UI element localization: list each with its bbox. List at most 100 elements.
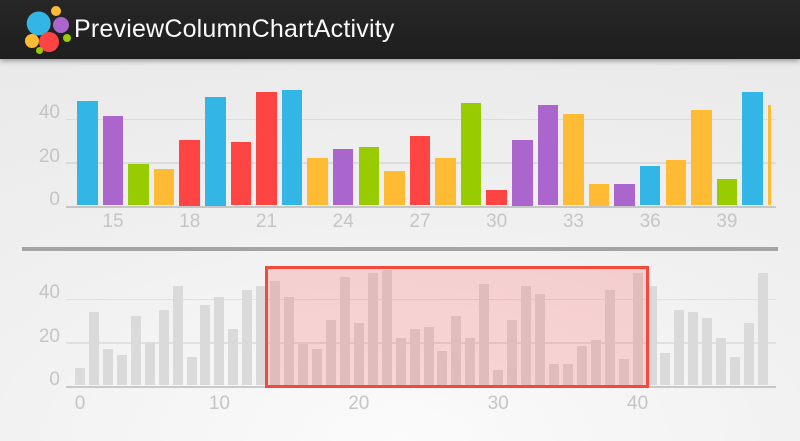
x-axis-label: 36 bbox=[639, 211, 661, 232]
x-axis-label: 15 bbox=[102, 211, 124, 232]
grid-line bbox=[66, 298, 776, 301]
column-bar[interactable] bbox=[486, 190, 507, 206]
preview-column-bar bbox=[75, 368, 85, 386]
x-axis-label: 30 bbox=[486, 211, 508, 232]
column-bar[interactable] bbox=[512, 140, 533, 206]
column-bar[interactable] bbox=[358, 146, 380, 206]
x-axis-label: 20 bbox=[348, 393, 370, 414]
column-bar[interactable] bbox=[716, 179, 738, 206]
preview-column-bar bbox=[646, 285, 657, 386]
preview-column-bar bbox=[632, 272, 643, 386]
preview-column-bar bbox=[451, 316, 462, 386]
preview-column-bar bbox=[479, 283, 490, 386]
x-axis-line bbox=[66, 205, 776, 208]
preview-column-bar bbox=[562, 363, 573, 386]
preview-column-bar bbox=[507, 320, 518, 386]
column-bar[interactable] bbox=[128, 164, 149, 206]
app-title: PreviewColumnChartActivity bbox=[74, 15, 395, 43]
column-bar[interactable] bbox=[332, 148, 354, 206]
preview-column-bar bbox=[674, 309, 685, 386]
preview-column-bar bbox=[339, 277, 350, 386]
preview-column-bar bbox=[493, 370, 504, 386]
x-axis-label: 27 bbox=[409, 211, 431, 232]
y-axis-label: 20 bbox=[38, 325, 60, 347]
preview-column-bar bbox=[270, 281, 281, 386]
column-bar[interactable] bbox=[153, 168, 175, 206]
preview-column-bar bbox=[116, 355, 127, 386]
x-axis-label: 21 bbox=[255, 211, 278, 232]
preview-column-bar bbox=[590, 339, 601, 386]
preview-column-bar bbox=[130, 316, 141, 386]
x-axis-label: 33 bbox=[562, 211, 584, 232]
preview-column-bar bbox=[688, 311, 699, 386]
column-bar[interactable] bbox=[179, 140, 200, 206]
preview-column-bar bbox=[535, 294, 546, 386]
preview-column-bar bbox=[381, 270, 392, 386]
column-bar[interactable] bbox=[460, 103, 482, 206]
column-bar[interactable] bbox=[639, 166, 661, 206]
hellocharts-logo-icon bbox=[25, 6, 71, 54]
x-axis-label: 0 bbox=[74, 393, 86, 414]
preview-column-bar bbox=[716, 337, 727, 386]
x-axis-label: 10 bbox=[208, 393, 230, 414]
column-bar[interactable] bbox=[691, 109, 712, 206]
preview-column-bar bbox=[618, 359, 629, 386]
preview-column-bar bbox=[367, 272, 378, 386]
preview-column-bar bbox=[144, 342, 155, 386]
preview-column-bar bbox=[758, 272, 769, 386]
y-axis-label: 40 bbox=[38, 102, 60, 123]
action-bar: PreviewColumnChartActivity bbox=[0, 0, 800, 59]
column-bar[interactable] bbox=[256, 92, 277, 206]
column-bar[interactable] bbox=[537, 105, 559, 206]
preview-column-bar bbox=[284, 296, 295, 386]
column-bar[interactable] bbox=[435, 157, 456, 206]
y-axis-label: 40 bbox=[38, 282, 60, 304]
column-bar[interactable] bbox=[614, 183, 635, 206]
column-bar[interactable] bbox=[205, 96, 226, 206]
x-axis-label: 40 bbox=[627, 393, 649, 414]
chart-divider bbox=[22, 247, 778, 251]
preview-column-bar bbox=[172, 285, 183, 386]
column-bar[interactable] bbox=[230, 142, 252, 206]
preview-column-bar bbox=[298, 344, 309, 386]
column-bar[interactable] bbox=[281, 90, 303, 206]
preview-column-bar bbox=[200, 305, 211, 386]
x-axis-label: 30 bbox=[487, 393, 509, 414]
preview-column-bar bbox=[423, 326, 434, 386]
grid-line bbox=[66, 118, 776, 120]
main-column-chart[interactable]: 0 20 40 15 18 21 24 27 30 33 36 39 bbox=[0, 59, 800, 247]
column-bar[interactable] bbox=[767, 105, 771, 206]
preview-column-bar bbox=[325, 320, 336, 386]
preview-column-bar bbox=[214, 296, 225, 386]
column-bar[interactable] bbox=[307, 157, 328, 206]
y-axis-label: 0 bbox=[49, 189, 60, 210]
column-bar[interactable] bbox=[563, 114, 584, 206]
x-axis-label: 24 bbox=[332, 211, 354, 232]
preview-selection-rect[interactable] bbox=[265, 266, 649, 388]
preview-column-bar bbox=[521, 285, 532, 386]
preview-column-bar bbox=[548, 363, 559, 386]
preview-column-bar bbox=[744, 322, 755, 386]
column-bar[interactable] bbox=[409, 135, 431, 206]
preview-column-bar bbox=[730, 357, 741, 386]
preview-column-bar bbox=[102, 348, 113, 386]
preview-column-bar bbox=[158, 309, 169, 386]
preview-column-bar bbox=[228, 329, 239, 386]
preview-column-bar bbox=[353, 322, 364, 386]
x-axis-label: 39 bbox=[716, 211, 738, 232]
column-bar[interactable] bbox=[665, 159, 686, 206]
preview-column-bar bbox=[660, 352, 671, 386]
preview-column-bar bbox=[256, 285, 267, 386]
y-axis-label: 0 bbox=[49, 369, 60, 390]
preview-column-bar bbox=[311, 348, 322, 386]
preview-column-chart[interactable]: 0 20 40 0 10 20 30 40 bbox=[0, 251, 800, 441]
column-bar[interactable] bbox=[77, 101, 98, 206]
column-bar[interactable] bbox=[102, 116, 124, 206]
preview-column-bar bbox=[465, 337, 476, 386]
column-bar[interactable] bbox=[742, 92, 763, 206]
preview-column-bar bbox=[395, 337, 406, 386]
column-bar[interactable] bbox=[588, 183, 610, 206]
column-bar[interactable] bbox=[384, 170, 405, 206]
preview-column-bar bbox=[186, 357, 197, 386]
